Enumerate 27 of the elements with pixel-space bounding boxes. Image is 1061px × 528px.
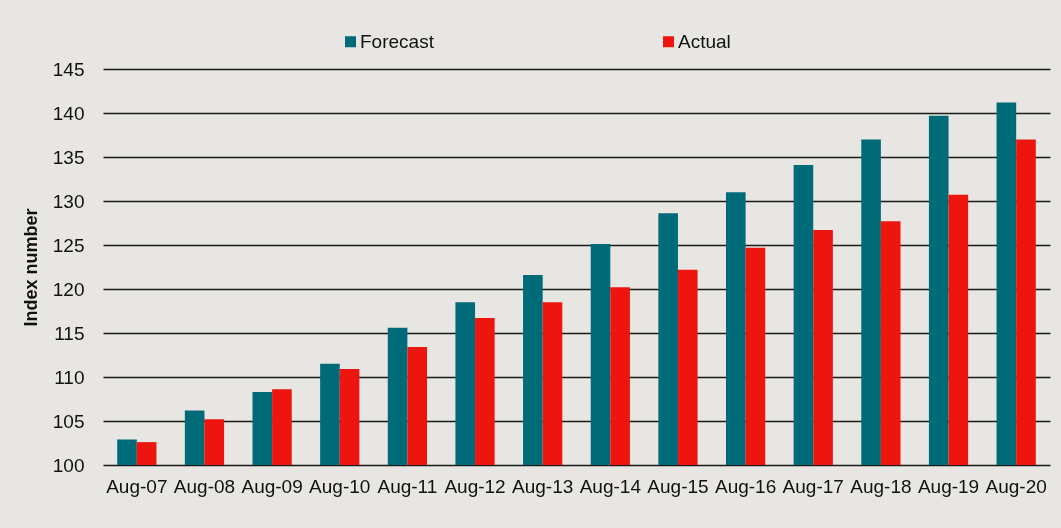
x-tick-label: Aug-07 — [106, 475, 168, 497]
x-tick-label: Aug-13 — [512, 475, 574, 497]
y-tick-label: 135 — [52, 146, 85, 168]
y-tick-label: 110 — [54, 366, 85, 388]
x-tick-label: Aug-18 — [850, 475, 912, 497]
y-tick-label: 115 — [54, 322, 85, 344]
x-tick-label: Aug-16 — [714, 475, 777, 497]
x-tick-label: Aug-17 — [782, 475, 844, 497]
legend-label: Forecast — [360, 30, 435, 52]
y-axis-title: Index number — [20, 208, 41, 327]
y-tick-label: 125 — [52, 234, 85, 256]
y-tick-label: 130 — [52, 190, 85, 212]
x-tick-label: Aug-10 — [309, 475, 371, 497]
x-tick-label: Aug-19 — [917, 475, 980, 497]
x-tick-label: Aug-08 — [173, 475, 236, 497]
x-tick-label: Aug-12 — [444, 475, 506, 497]
x-tick-label: Aug-11 — [377, 475, 438, 497]
x-tick-label: Aug-14 — [579, 475, 642, 497]
y-tick-label: 140 — [52, 102, 85, 124]
y-tick-label: 145 — [52, 58, 85, 80]
y-tick-label: 120 — [52, 278, 85, 300]
y-tick-label: 100 — [52, 454, 85, 476]
x-tick-label: Aug-15 — [647, 475, 709, 497]
y-tick-label: 105 — [52, 410, 85, 432]
x-tick-label: Aug-09 — [241, 475, 303, 497]
x-tick-label: Aug-20 — [985, 475, 1047, 497]
legend-label: Actual — [678, 30, 731, 52]
